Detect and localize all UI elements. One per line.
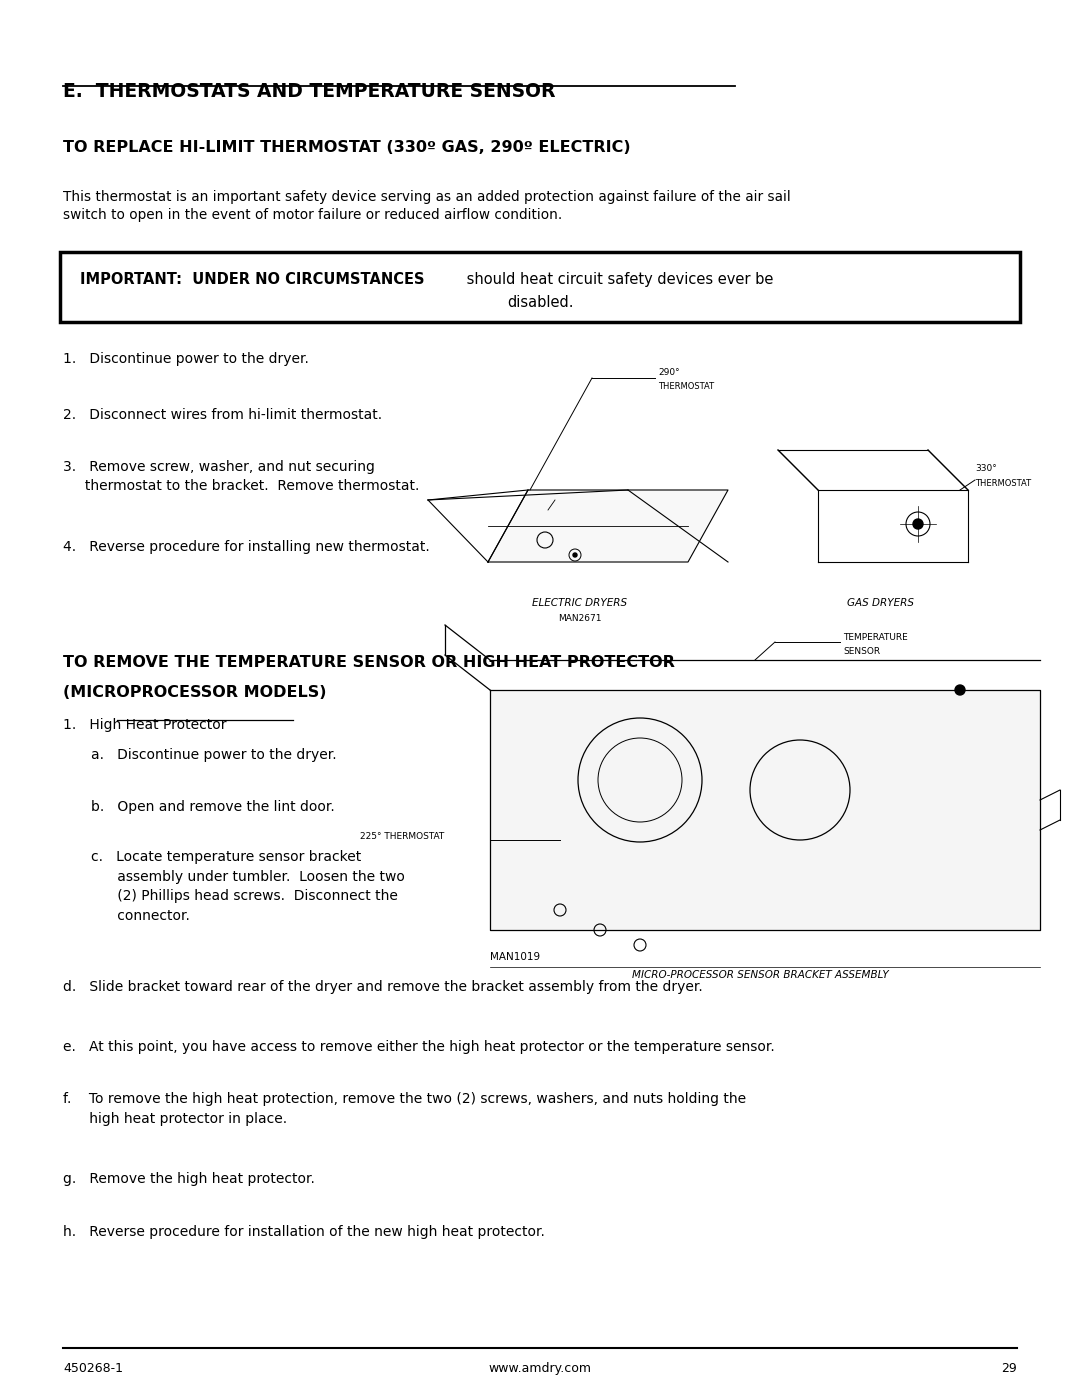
Text: 29: 29: [1001, 1362, 1017, 1375]
Text: e.   At this point, you have access to remove either the high heat protector or : e. At this point, you have access to rem…: [63, 1039, 774, 1053]
Text: should heat circuit safety devices ever be: should heat circuit safety devices ever …: [462, 272, 773, 286]
Text: 1.   High Heat Protector: 1. High Heat Protector: [63, 718, 227, 732]
Text: 4.   Reverse procedure for installing new thermostat.: 4. Reverse procedure for installing new …: [63, 541, 430, 555]
Text: a.   Discontinue power to the dryer.: a. Discontinue power to the dryer.: [91, 747, 337, 761]
Text: h.   Reverse procedure for installation of the new high heat protector.: h. Reverse procedure for installation of…: [63, 1225, 545, 1239]
Text: 450268-1: 450268-1: [63, 1362, 123, 1375]
Text: SENSOR: SENSOR: [843, 647, 880, 657]
Text: disabled.: disabled.: [507, 295, 573, 310]
Text: THERMOSTAT: THERMOSTAT: [658, 381, 714, 391]
Text: 1.   Discontinue power to the dryer.: 1. Discontinue power to the dryer.: [63, 352, 309, 366]
Circle shape: [955, 685, 966, 694]
Text: g.   Remove the high heat protector.: g. Remove the high heat protector.: [63, 1172, 315, 1186]
Text: MICRO-PROCESSOR SENSOR BRACKET ASSEMBLY: MICRO-PROCESSOR SENSOR BRACKET ASSEMBLY: [632, 970, 889, 981]
Text: 2.   Disconnect wires from hi-limit thermostat.: 2. Disconnect wires from hi-limit thermo…: [63, 408, 382, 422]
Text: E.  THERMOSTATS AND TEMPERATURE SENSOR: E. THERMOSTATS AND TEMPERATURE SENSOR: [63, 82, 555, 101]
Text: 290°: 290°: [658, 367, 679, 377]
Bar: [60, 251, 1020, 321]
Text: This thermostat is an important safety device serving as an added protection aga: This thermostat is an important safety d…: [63, 190, 791, 204]
Text: TO REPLACE HI-LIMIT THERMOSTAT (330º GAS, 290º ELECTRIC): TO REPLACE HI-LIMIT THERMOSTAT (330º GAS…: [63, 140, 631, 155]
Text: (MICROPROCESSOR MODELS): (MICROPROCESSOR MODELS): [63, 685, 326, 700]
Text: c.   Locate temperature sensor bracket
      assembly under tumbler.  Loosen the: c. Locate temperature sensor bracket ass…: [91, 849, 405, 922]
Polygon shape: [490, 690, 1040, 930]
Text: www.amdry.com: www.amdry.com: [488, 1362, 592, 1375]
Text: switch to open in the event of motor failure or reduced airflow condition.: switch to open in the event of motor fai…: [63, 208, 563, 222]
Text: TO REMOVE THE TEMPERATURE SENSOR OR HIGH HEAT PROTECTOR: TO REMOVE THE TEMPERATURE SENSOR OR HIGH…: [63, 655, 675, 671]
Text: 330°: 330°: [975, 464, 997, 474]
Circle shape: [573, 553, 577, 557]
Text: f.    To remove the high heat protection, remove the two (2) screws, washers, an: f. To remove the high heat protection, r…: [63, 1092, 746, 1126]
Text: b.   Open and remove the lint door.: b. Open and remove the lint door.: [91, 800, 335, 814]
Text: TEMPERATURE: TEMPERATURE: [843, 633, 908, 643]
Polygon shape: [488, 490, 728, 562]
Text: 3.   Remove screw, washer, and nut securing
     thermostat to the bracket.  Rem: 3. Remove screw, washer, and nut securin…: [63, 460, 419, 493]
Text: d.   Slide bracket toward rear of the dryer and remove the bracket assembly from: d. Slide bracket toward rear of the drye…: [63, 981, 703, 995]
Text: MAN1019: MAN1019: [490, 951, 540, 963]
Text: GAS DRYERS: GAS DRYERS: [847, 598, 914, 608]
Circle shape: [913, 520, 923, 529]
Text: 225° THERMOSTAT: 225° THERMOSTAT: [360, 833, 444, 841]
Text: IMPORTANT:  UNDER NO CIRCUMSTANCES: IMPORTANT: UNDER NO CIRCUMSTANCES: [80, 272, 424, 286]
Text: THERMOSTAT: THERMOSTAT: [975, 479, 1031, 488]
Text: MAN2671: MAN2671: [558, 615, 602, 623]
Text: ELECTRIC DRYERS: ELECTRIC DRYERS: [532, 598, 627, 608]
